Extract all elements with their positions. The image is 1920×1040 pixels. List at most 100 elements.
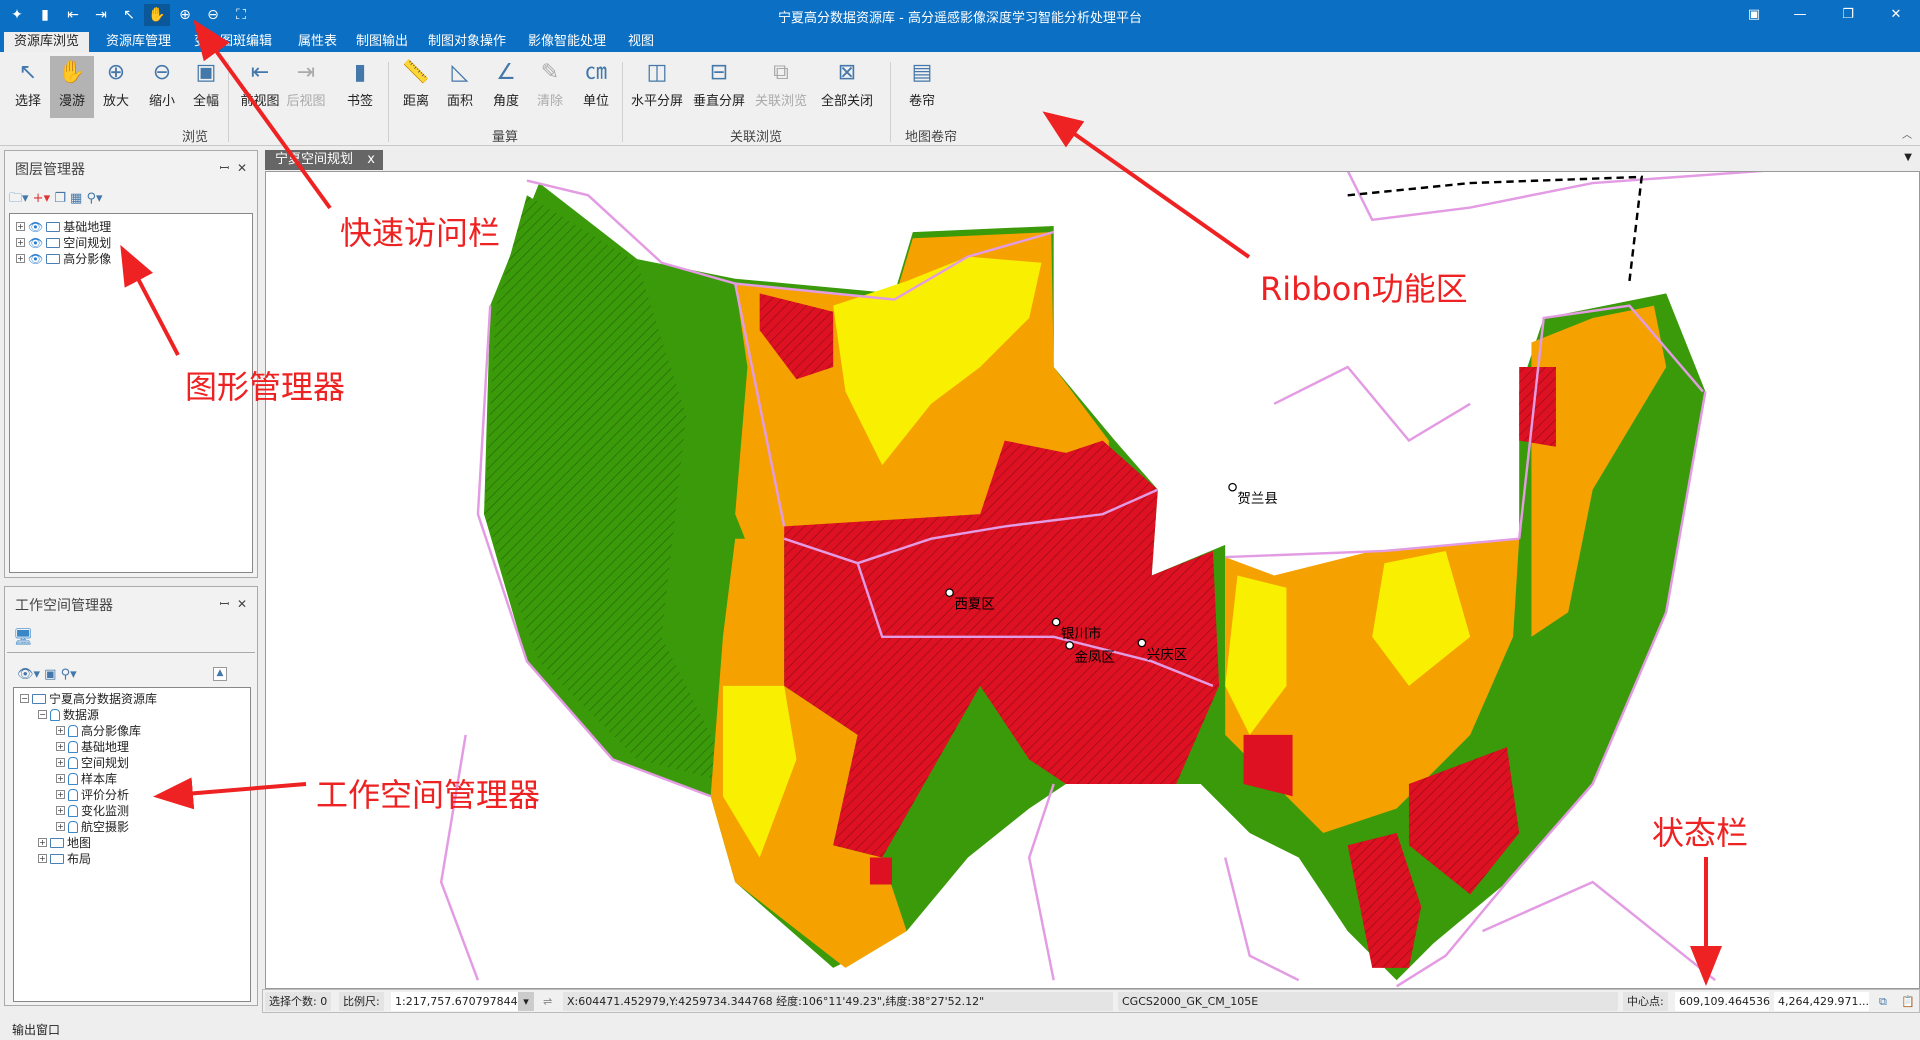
- yellow-zone[interactable]: [833, 256, 1042, 466]
- tree-node[interactable]: + 高分影像库: [56, 722, 141, 739]
- ribbon-button-10[interactable]: ∠ 角度: [484, 56, 528, 118]
- tree-node[interactable]: − 数据源: [38, 706, 99, 723]
- pan-hand-icon[interactable]: ✋: [144, 4, 170, 26]
- menu-tab-0[interactable]: 资源库浏览: [4, 32, 90, 52]
- expand-icon[interactable]: −: [38, 710, 47, 719]
- workspace-database-icon[interactable]: 🖥: [13, 627, 34, 646]
- visibility-eye-icon[interactable]: 👁: [28, 235, 44, 250]
- scale-input[interactable]: 1:217,757.670797844: [391, 992, 534, 1011]
- expand-icon[interactable]: +: [38, 854, 47, 863]
- paste-icon[interactable]: 📋: [1901, 995, 1915, 1008]
- yellow-zone[interactable]: [1372, 550, 1471, 686]
- ribbon-button-16[interactable]: ⊠ 全部关闭: [818, 56, 876, 118]
- search-icon[interactable]: ⚲▾: [60, 667, 77, 682]
- layer-item[interactable]: + 👁 基础地理: [16, 218, 111, 235]
- ribbon-button-13[interactable]: ◫ 水平分屏: [628, 56, 686, 118]
- menu-tab-1[interactable]: 资源库管理: [106, 34, 172, 49]
- menu-tab-5[interactable]: 制图对象操作: [428, 34, 507, 49]
- orange-zone[interactable]: [1531, 305, 1667, 637]
- visibility-eye-icon[interactable]: 👁: [28, 219, 44, 234]
- yellow-zone[interactable]: [1225, 575, 1287, 735]
- menu-tab-4[interactable]: 制图输出: [356, 34, 409, 49]
- ribbon-button-8[interactable]: 📏 距离: [394, 56, 438, 118]
- ribbon-button-2[interactable]: ⊕ 放大: [94, 56, 138, 118]
- orange-zone[interactable]: [710, 538, 907, 968]
- center-x-input[interactable]: 609,109.464536: [1675, 992, 1770, 1011]
- map-tab[interactable]: 宁夏空间规划 x: [265, 150, 383, 170]
- red-zone-hatch[interactable]: [784, 440, 1220, 858]
- save-icon[interactable]: ▮: [41, 7, 49, 23]
- layer-properties-icon[interactable]: ▦: [70, 191, 83, 206]
- expand-icon[interactable]: +: [16, 254, 25, 263]
- zoom-out-icon[interactable]: ⊖: [207, 7, 219, 23]
- maximize-button[interactable]: ❐: [1842, 7, 1854, 22]
- expand-icon[interactable]: +: [16, 238, 25, 247]
- save-workspace-icon[interactable]: ▣: [44, 667, 57, 682]
- expand-icon[interactable]: +: [56, 726, 65, 735]
- visibility-eye-icon[interactable]: 👁: [28, 251, 44, 266]
- back-view-icon[interactable]: ⇤: [67, 7, 79, 23]
- expand-icon[interactable]: +: [56, 806, 65, 815]
- swap-icon[interactable]: ⇌: [543, 995, 553, 1008]
- collapse-icon[interactable]: ▲: [213, 667, 227, 681]
- select-pointer-icon[interactable]: ↖: [123, 7, 135, 23]
- red-zone-hatch[interactable]: [759, 293, 834, 380]
- pin-icon[interactable]: ꟷ: [219, 597, 230, 611]
- minimize-button[interactable]: —: [1793, 7, 1807, 22]
- copy-layer-icon[interactable]: ❐: [54, 191, 66, 206]
- tree-node[interactable]: + 样本库: [56, 770, 117, 787]
- app-logo-icon[interactable]: ✦: [11, 7, 23, 23]
- center-y-input[interactable]: 4,264,429.971...: [1774, 992, 1869, 1011]
- close-icon[interactable]: ✕: [236, 161, 247, 175]
- layer-item[interactable]: + 👁 空间规划: [16, 234, 111, 251]
- tree-node[interactable]: + 地图: [38, 834, 91, 851]
- expand-icon[interactable]: −: [20, 694, 29, 703]
- red-zone[interactable]: [1243, 734, 1293, 797]
- expand-icon[interactable]: +: [56, 742, 65, 751]
- ribbon-button-6[interactable]: ⇥ 后视图: [284, 56, 328, 118]
- red-zone-hatch[interactable]: [1347, 833, 1422, 968]
- yellow-zone[interactable]: [722, 685, 797, 858]
- menu-tab-2[interactable]: 变化图斑编辑: [194, 34, 273, 49]
- ribbon-button-0[interactable]: ↖ 选择: [6, 56, 50, 118]
- map-view[interactable]: 贺兰县 西夏区 银川市 金凤区 兴庆区: [265, 169, 1920, 989]
- add-layer-group-icon[interactable]: 🗀▾: [9, 191, 29, 206]
- collapse-ribbon-icon[interactable]: ︿: [1902, 130, 1912, 141]
- menu-tab-6[interactable]: 影像智能处理: [528, 34, 607, 49]
- red-zone[interactable]: [869, 857, 892, 885]
- expand-icon[interactable]: +: [56, 774, 65, 783]
- zoom-in-icon[interactable]: ⊕: [179, 7, 191, 23]
- ribbon-button-17[interactable]: ▤ 卷帘: [900, 56, 944, 118]
- expand-icon[interactable]: +: [16, 222, 25, 231]
- expand-icon[interactable]: +: [56, 790, 65, 799]
- tree-node[interactable]: + 空间规划: [56, 754, 129, 771]
- full-extent-icon[interactable]: ⛶: [236, 7, 246, 23]
- ribbon-button-11[interactable]: ✎ 清除: [528, 56, 572, 118]
- ribbon-button-5[interactable]: ⇤ 前视图: [238, 56, 282, 118]
- green-zone-hatched-hatch[interactable]: [484, 195, 736, 784]
- ribbon-button-4[interactable]: ▣ 全幅: [184, 56, 228, 118]
- red-zone-hatch[interactable]: [1408, 747, 1520, 895]
- output-window-tab[interactable]: 输出窗口: [12, 1023, 61, 1037]
- menu-tab-3[interactable]: 属性表: [298, 34, 338, 49]
- scale-dropdown-icon[interactable]: ▾: [518, 992, 534, 1011]
- expand-icon[interactable]: +: [56, 822, 65, 831]
- red-zone-hatch[interactable]: [1519, 366, 1556, 447]
- close-button[interactable]: ✕: [1890, 7, 1902, 22]
- close-icon[interactable]: ✕: [236, 597, 247, 611]
- search-icon[interactable]: ⚲▾: [86, 191, 103, 206]
- ribbon-button-15[interactable]: ⧉ 关联浏览: [752, 56, 810, 118]
- tab-list-dropdown-icon[interactable]: ▼: [1904, 152, 1912, 163]
- copy-icon[interactable]: ⧉: [1879, 995, 1887, 1008]
- tree-node[interactable]: + 布局: [38, 850, 91, 867]
- ribbon-button-9[interactable]: ◺ 面积: [438, 56, 482, 118]
- ribbon-button-14[interactable]: ⊟ 垂直分屏: [690, 56, 748, 118]
- tree-node[interactable]: + 变化监测: [56, 802, 129, 819]
- ribbon-button-1[interactable]: ✋ 漫游: [50, 56, 94, 118]
- ribbon-button-7[interactable]: ▮ 书签: [338, 56, 382, 118]
- layer-item[interactable]: + 👁 高分影像: [16, 250, 111, 267]
- ribbon-button-3[interactable]: ⊖ 缩小: [140, 56, 184, 118]
- tree-node[interactable]: + 评价分析: [56, 786, 129, 803]
- expand-icon[interactable]: +: [38, 838, 47, 847]
